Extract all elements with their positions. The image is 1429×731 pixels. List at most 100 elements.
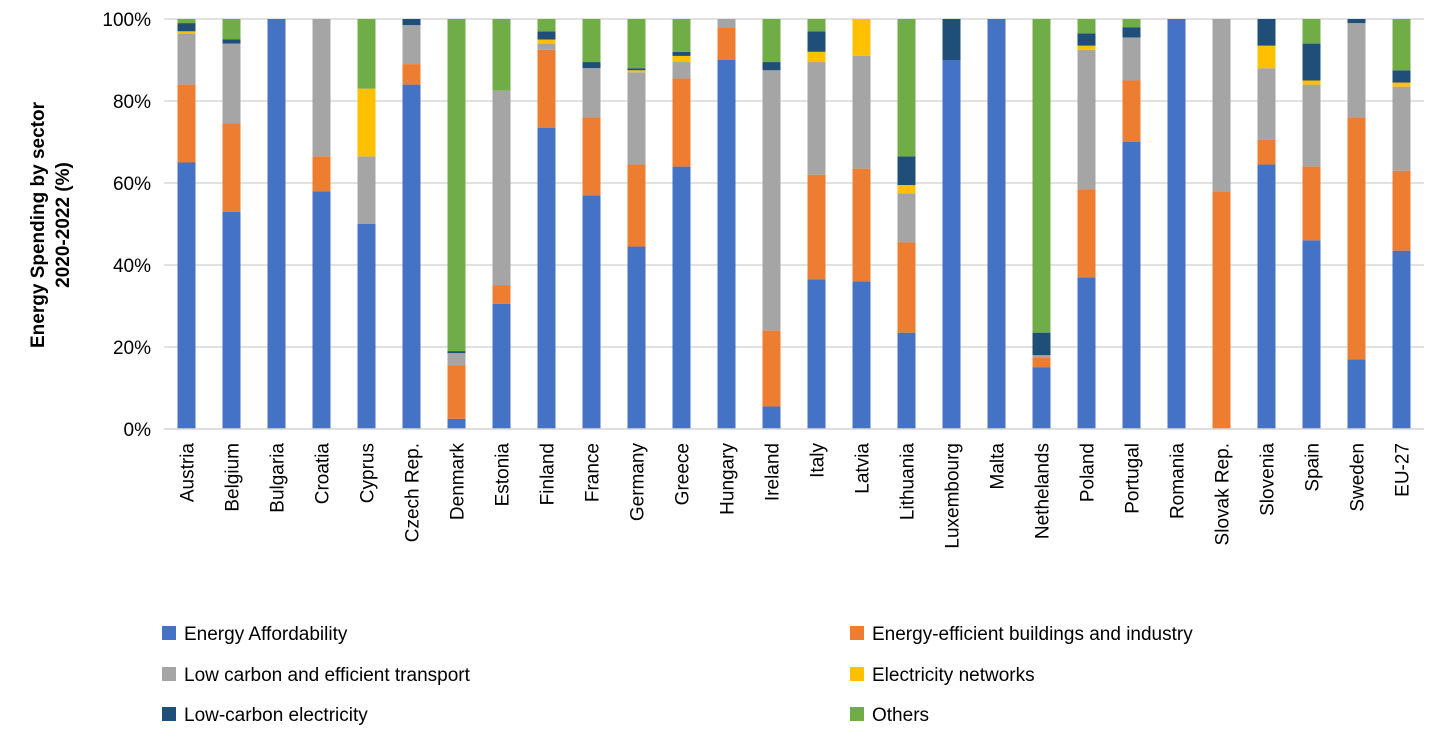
bar-segment [1302, 80, 1321, 85]
x-tick-label: Slovenia [1258, 443, 1279, 516]
bar-segment [357, 19, 376, 89]
x-tick-label: Finland [538, 443, 559, 505]
bar-segment [1077, 19, 1096, 34]
bar-segment [807, 279, 826, 429]
x-tick-label: Belgium [223, 443, 244, 512]
bar-segment [1032, 357, 1051, 368]
bar-segment [1257, 139, 1276, 165]
bar-segment [1077, 277, 1096, 429]
x-tick-label: Latvia [853, 443, 874, 494]
bar-segment [1392, 82, 1411, 87]
bar-segment [447, 418, 466, 429]
bar-segment [222, 43, 241, 124]
bar-segment [582, 62, 601, 69]
bar-segment [537, 127, 556, 430]
bar-segment [537, 43, 556, 50]
x-tick-label: Italy [808, 443, 829, 478]
bar-segment [807, 19, 826, 32]
bar-segment [717, 19, 736, 28]
bar-segment [492, 90, 511, 286]
x-tick-label: Greece [673, 443, 694, 505]
bar-segment [582, 117, 601, 196]
bar-segment [987, 19, 1006, 429]
legend-swatch [850, 626, 864, 640]
bar-segment [1257, 164, 1276, 430]
bar-segment [942, 19, 961, 60]
bar-segment [1302, 43, 1321, 81]
bar-segment [762, 19, 781, 63]
bar-segment [537, 19, 556, 32]
bar-segment [672, 78, 691, 167]
x-tick-label: Slovak Rep. [1213, 443, 1234, 545]
bar-segment [672, 166, 691, 429]
bar-segment [762, 70, 781, 331]
bar-segment [897, 185, 916, 194]
legend-label: Energy Affordability [184, 624, 348, 645]
x-tick-label: Bulgaria [268, 443, 289, 513]
y-tick-label: 60% [113, 174, 151, 195]
bar-segment [222, 123, 241, 212]
bar-segment [312, 19, 331, 157]
bar-segment [807, 62, 826, 175]
bar-segment [1257, 45, 1276, 69]
legend-label: Low carbon and efficient transport [184, 665, 471, 686]
bar-segment [897, 242, 916, 333]
bar-segment [1347, 117, 1366, 360]
bar-segment [672, 62, 691, 79]
bar-segment [627, 68, 646, 71]
bar-segment [492, 303, 511, 429]
bar-segment [357, 224, 376, 429]
legend-swatch [162, 667, 176, 681]
bar-segment [222, 19, 241, 40]
bar-segment [627, 70, 646, 73]
legend-swatch [850, 707, 864, 721]
bar-segment [1257, 19, 1276, 46]
x-tick-label: Romania [1168, 443, 1189, 519]
bar-segment [942, 60, 961, 429]
bar-segment [537, 39, 556, 44]
bar-segment [582, 68, 601, 118]
bar-segment [402, 25, 421, 65]
x-tick-label: Ireland [763, 443, 784, 501]
bar-segment [267, 19, 286, 429]
bar-segment [1077, 49, 1096, 190]
bar-segment [762, 406, 781, 429]
x-tick-label: Denmark [448, 443, 469, 521]
bar-segment [492, 19, 511, 91]
bar-segment [627, 72, 646, 165]
bar-segment [1302, 166, 1321, 241]
bar-segment [1347, 23, 1366, 118]
x-tick-label: Cyprus [358, 443, 379, 503]
x-tick-label: Luxembourg [943, 443, 964, 549]
bar-segment [897, 19, 916, 157]
x-tick-label: Lithuania [898, 443, 919, 521]
bar-segment [177, 162, 196, 429]
bar-segment [1302, 19, 1321, 44]
x-tick-label: Spain [1303, 443, 1324, 492]
bar-segment [672, 51, 691, 56]
bar-segment [177, 19, 196, 24]
bar-segment [177, 31, 196, 34]
bar-segment [447, 351, 466, 354]
bar-segment [312, 156, 331, 192]
bar-segment [402, 84, 421, 429]
x-tick-label: Croatia [313, 443, 334, 505]
bar-segment [807, 51, 826, 63]
bar-segment [852, 55, 871, 169]
x-tick-label: Estonia [493, 443, 514, 507]
bar-segment [447, 353, 466, 366]
bar-segment [762, 62, 781, 71]
bar-segment [1347, 359, 1366, 429]
bar-segment [1122, 27, 1141, 38]
bar-segment [447, 19, 466, 352]
bar-segment [1392, 70, 1411, 83]
x-tick-label: Malta [988, 443, 1009, 490]
legend-label: Energy-efficient buildings and industry [872, 624, 1193, 645]
bar-segment [1392, 250, 1411, 429]
bar-segment [177, 84, 196, 163]
y-tick-label: 40% [113, 256, 151, 277]
bar-segment [1077, 33, 1096, 46]
bar-segment [807, 31, 826, 52]
y-tick-label: 80% [113, 92, 151, 113]
bar-segment [897, 332, 916, 429]
